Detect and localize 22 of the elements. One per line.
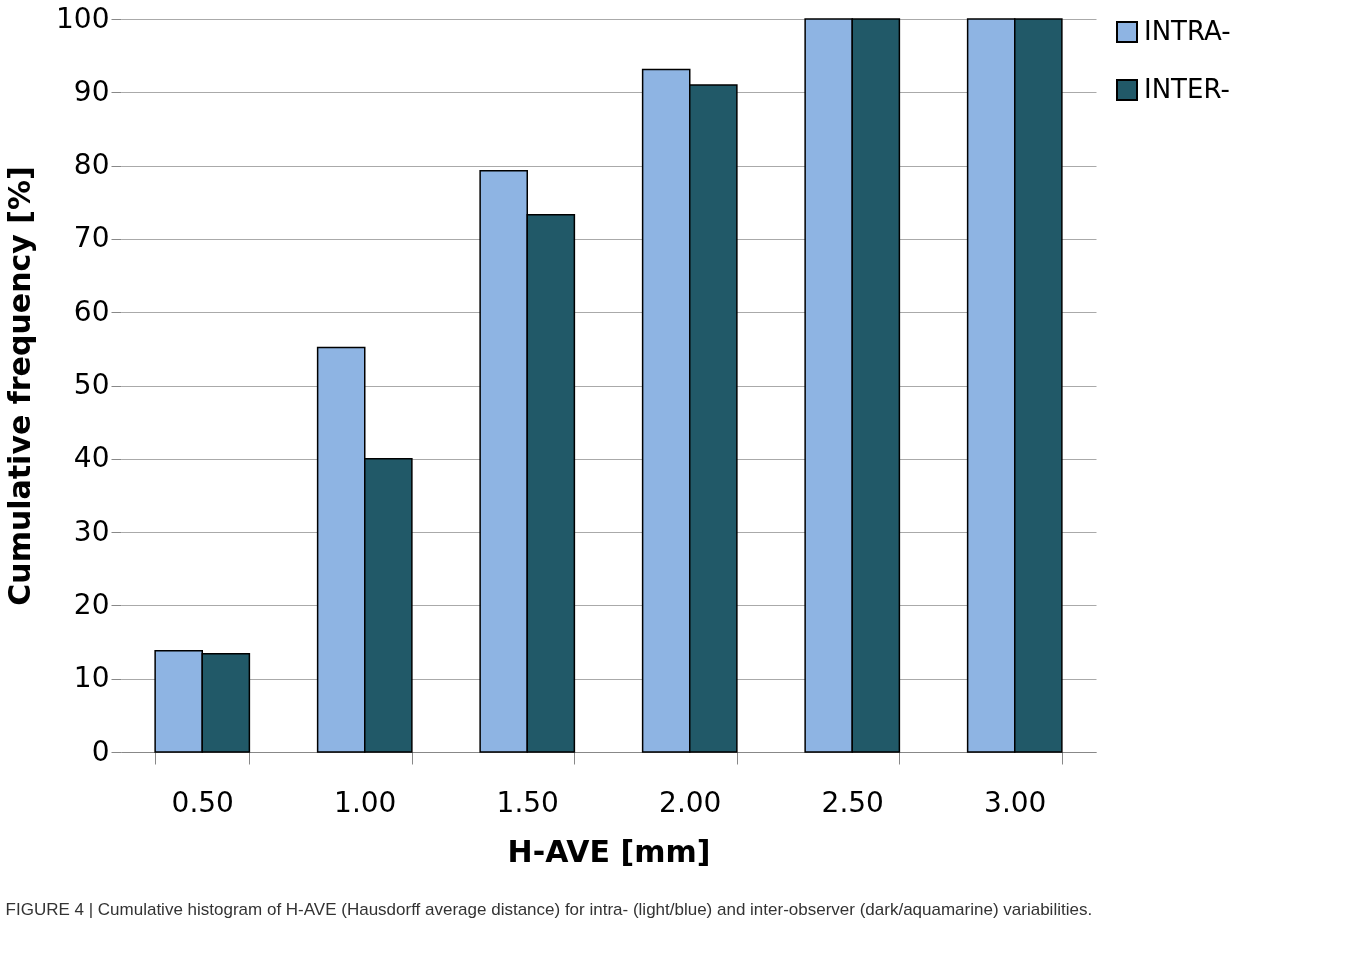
x-tick-label: 3.00 [984, 785, 1047, 819]
y-tick-label: 20 [73, 587, 110, 621]
x-tick-label: 2.00 [659, 785, 722, 819]
y-tick-label: 100 [56, 1, 110, 35]
legend-label: INTRA- [1144, 16, 1231, 46]
x-axis-title: H-AVE [mm] [507, 833, 711, 869]
y-tick-label: 30 [73, 514, 110, 548]
y-tick-label: 40 [73, 441, 110, 475]
y-tick-label: 80 [73, 148, 110, 182]
legend-label: INTER- [1144, 74, 1230, 104]
x-tick-label: 2.50 [821, 785, 884, 819]
x-tick-label: 0.50 [171, 785, 234, 819]
caption: FIGURE 4 | Cumulative histogram of H-AVE (Hausdorff average distance) for intra- (light/blue) and inter-observer (dark/aquamarine) variabilities. [5, 900, 1093, 919]
y-tick-label: 10 [73, 661, 110, 695]
y-tick-label: 90 [73, 74, 110, 108]
x-tick-label: 1.50 [496, 785, 559, 819]
y-tick-label: 60 [73, 294, 110, 328]
x-tick-label: 1.00 [334, 785, 397, 819]
y-axis-title: Cumulative frequency [%] [2, 166, 38, 606]
y-tick-label: 50 [73, 368, 110, 401]
y-tick-label: 70 [73, 221, 110, 255]
y-tick-label: 0 [91, 734, 110, 768]
